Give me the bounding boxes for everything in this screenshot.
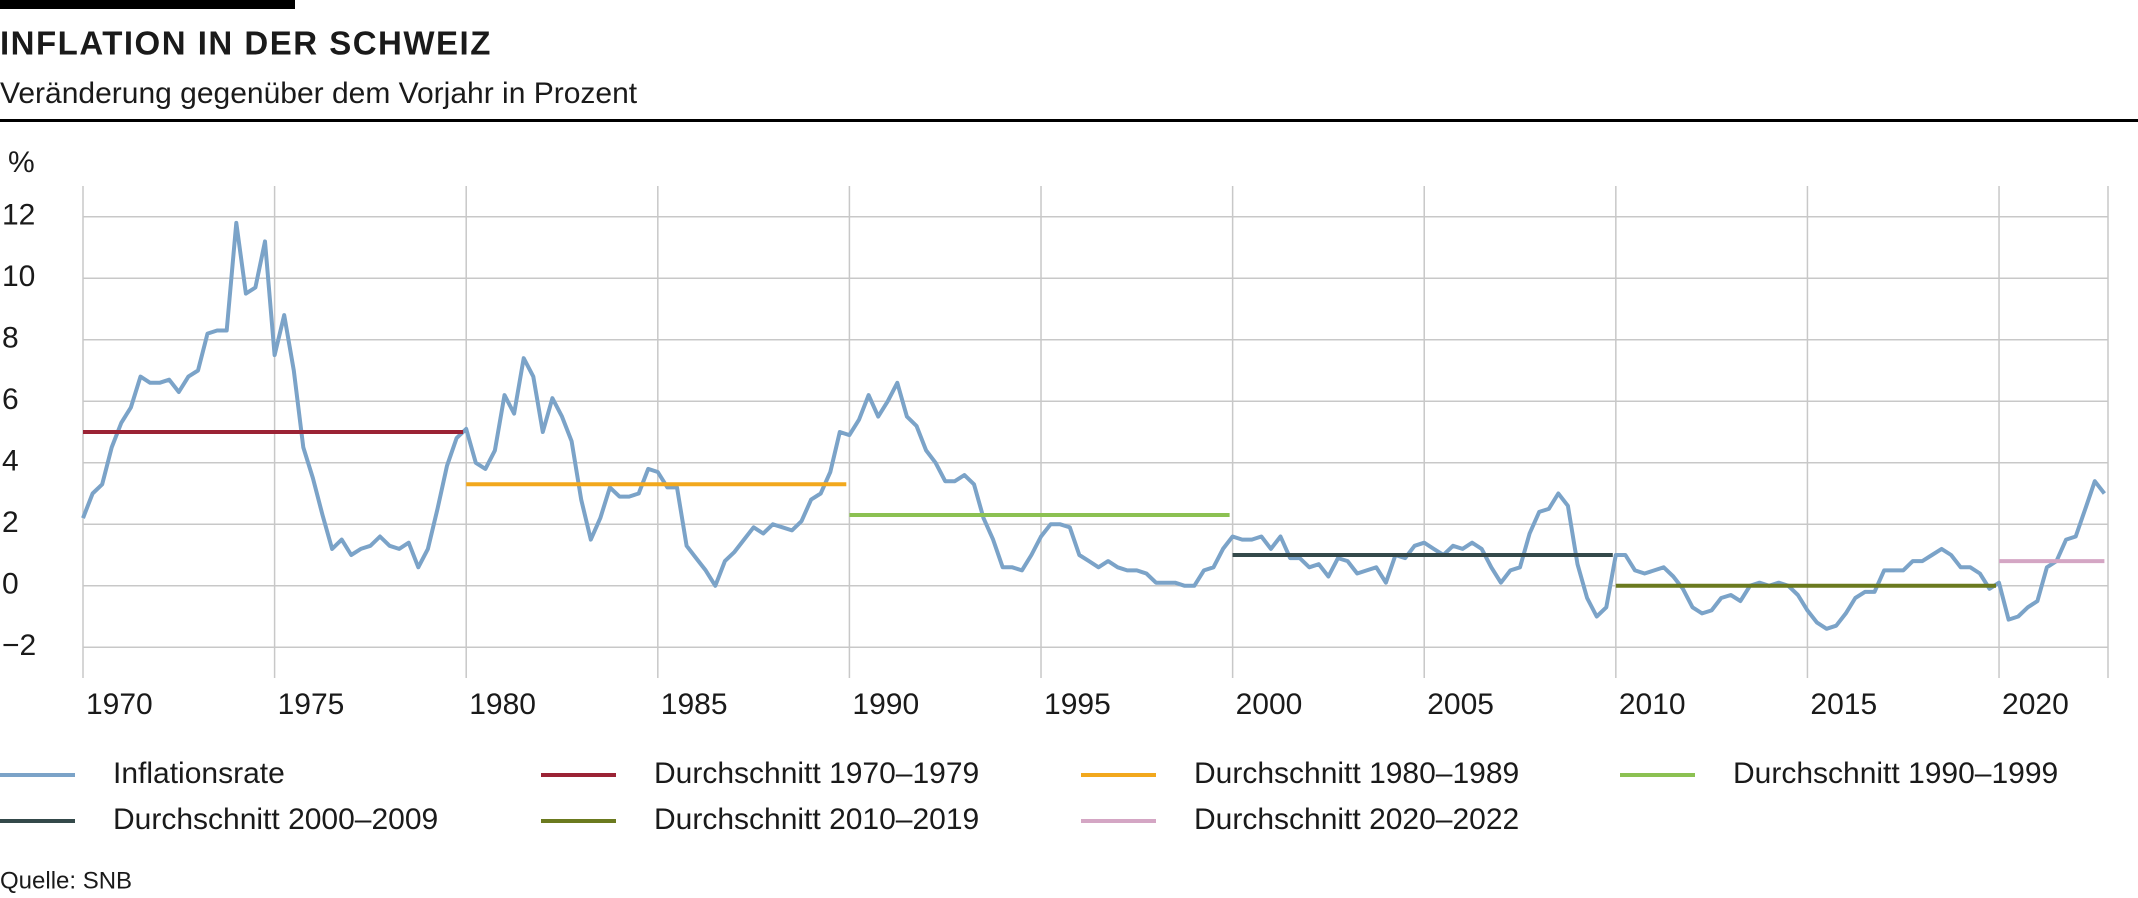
legend-label: Durchschnitt 1980–1989 — [1194, 757, 1519, 790]
y-tick-label: 0 — [2, 568, 19, 601]
chart-subtitle: Veränderung gegenüber dem Vorjahr in Pro… — [0, 77, 638, 110]
legend-label: Inflationsrate — [113, 757, 285, 790]
x-tick-label: 2000 — [1236, 688, 1303, 721]
inflation-line — [81, 220, 2106, 631]
y-tick-label: 12 — [2, 199, 35, 232]
header-rule — [0, 119, 2138, 122]
x-tick-label: 1985 — [661, 688, 728, 721]
x-tick-label: 2015 — [1810, 688, 1877, 721]
y-axis-label: % — [8, 146, 35, 179]
x-tick-label: 1970 — [86, 688, 153, 721]
x-tick-label: 2020 — [2002, 688, 2069, 721]
y-tick-label: 4 — [2, 445, 19, 478]
y-tick-label: 8 — [2, 322, 19, 355]
x-tick-label: 1990 — [852, 688, 919, 721]
x-tick-label: 1975 — [278, 688, 345, 721]
y-tick-label: 2 — [2, 506, 19, 539]
x-tick-label: 1995 — [1044, 688, 1111, 721]
y-tick-label: −2 — [2, 629, 36, 662]
y-tick-label: 6 — [2, 383, 19, 416]
y-tick-label: 10 — [2, 260, 35, 293]
header-bar — [0, 0, 295, 9]
legend-label: Durchschnitt 2010–2019 — [654, 803, 979, 836]
legend-label: Durchschnitt 2020–2022 — [1194, 803, 1519, 836]
source: Quelle: SNB — [0, 867, 132, 894]
x-tick-label: 1980 — [469, 688, 536, 721]
x-tick-label: 2005 — [1427, 688, 1494, 721]
legend-label: Durchschnitt 1990–1999 — [1733, 757, 2058, 790]
legend-label: Durchschnitt 1970–1979 — [654, 757, 979, 790]
x-tick-label: 2010 — [1619, 688, 1686, 721]
chart-title: INFLATION IN DER SCHWEIZ — [0, 25, 492, 62]
legend-label: Durchschnitt 2000–2009 — [113, 803, 438, 836]
